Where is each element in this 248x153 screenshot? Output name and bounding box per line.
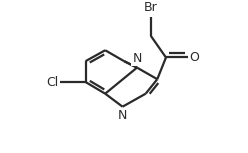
Text: Br: Br (144, 1, 158, 14)
Text: N: N (118, 109, 127, 122)
Text: Cl: Cl (47, 76, 59, 89)
Text: N: N (132, 52, 142, 65)
Text: O: O (189, 51, 199, 64)
